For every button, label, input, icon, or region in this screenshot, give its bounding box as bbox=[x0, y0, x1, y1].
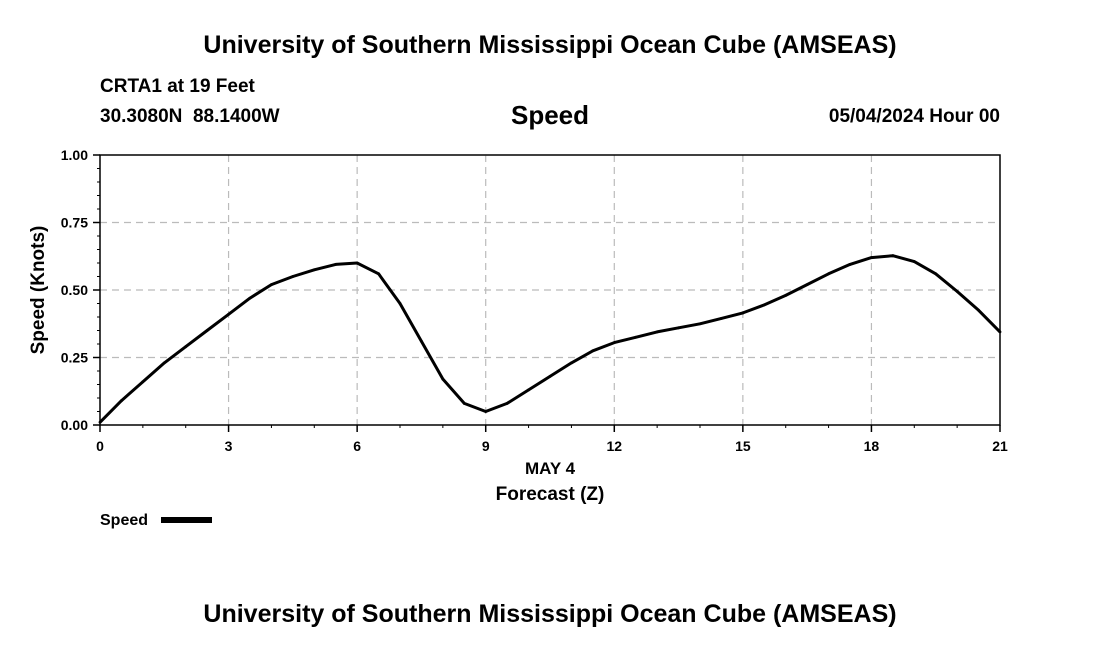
speed-point bbox=[270, 283, 273, 286]
speed-point bbox=[98, 420, 102, 424]
speed-point bbox=[377, 272, 380, 276]
x-tick-label: 3 bbox=[225, 438, 233, 454]
speed-point bbox=[677, 326, 680, 330]
x-axis-label: Forecast (Z) bbox=[496, 484, 605, 505]
speed-point bbox=[762, 303, 766, 307]
x-axis-date-label: MAY 4 bbox=[525, 459, 576, 478]
speed-point bbox=[484, 410, 488, 413]
speed-point bbox=[184, 345, 188, 349]
x-tick-label: 18 bbox=[864, 438, 880, 454]
speed-point bbox=[462, 402, 466, 405]
y-tick-label: 0.75 bbox=[61, 215, 88, 231]
speed-point bbox=[891, 254, 895, 258]
speed-point bbox=[912, 260, 916, 264]
footer-title: University of Southern Mississippi Ocean… bbox=[203, 600, 897, 628]
date-label: 05/04/2024 Hour 00 bbox=[828, 106, 1000, 127]
speed-point bbox=[527, 388, 530, 392]
speed-point bbox=[698, 322, 702, 326]
speed-point bbox=[248, 296, 252, 300]
speed-point bbox=[205, 329, 209, 332]
y-tick-label: 0.50 bbox=[61, 282, 88, 298]
speed-point bbox=[227, 312, 230, 316]
speed-point bbox=[420, 339, 423, 343]
plot-frame bbox=[99, 154, 1001, 426]
speed-point bbox=[591, 349, 595, 353]
x-tick-label: 6 bbox=[353, 438, 361, 454]
speed-point bbox=[827, 272, 830, 276]
speed-series-line bbox=[98, 254, 1002, 424]
speed-point bbox=[612, 341, 616, 345]
speed-point bbox=[655, 330, 659, 334]
station-label: CRTA1 at 19 Feet bbox=[100, 76, 255, 97]
legend: Speed bbox=[100, 512, 212, 529]
speed-point bbox=[120, 399, 123, 403]
speed-point bbox=[998, 330, 1002, 334]
speed-point bbox=[334, 262, 338, 266]
chart-title: Speed bbox=[510, 100, 590, 130]
x-tick-label: 15 bbox=[735, 438, 751, 454]
x-tick-label: 12 bbox=[606, 438, 622, 454]
speed-point bbox=[291, 275, 295, 278]
speed-point bbox=[934, 272, 938, 276]
speed-point bbox=[805, 283, 809, 286]
x-tick-label: 9 bbox=[482, 438, 490, 454]
speed-point bbox=[312, 268, 316, 272]
y-tick-label: 1.00 bbox=[61, 147, 88, 163]
speed-point bbox=[848, 262, 852, 266]
y-tick-label: 0.00 bbox=[61, 417, 88, 433]
speed-points bbox=[98, 254, 1002, 424]
legend-label: Speed bbox=[100, 512, 148, 529]
speed-point bbox=[162, 361, 166, 365]
legend-swatch bbox=[161, 517, 212, 523]
speed-point bbox=[870, 256, 873, 259]
speed-point bbox=[784, 294, 788, 297]
speed-point bbox=[977, 308, 980, 312]
speed-point bbox=[355, 261, 359, 265]
speed-point bbox=[634, 335, 638, 339]
grid bbox=[100, 155, 1000, 425]
speed-point bbox=[548, 375, 552, 378]
page-title: University of Southern Mississippi Ocean… bbox=[203, 31, 897, 59]
speed-point bbox=[505, 402, 509, 405]
speed-point bbox=[570, 361, 573, 365]
speed-point bbox=[741, 311, 745, 315]
speed-point bbox=[720, 316, 723, 320]
tick-labels: 0 3 6 9 12 15 18 21 0.00 0.25 0.50 0.75 1.00 bbox=[61, 147, 1008, 454]
speed-point bbox=[441, 377, 445, 381]
speed-point bbox=[141, 380, 145, 384]
speed-point bbox=[398, 302, 402, 305]
coordinates-label: 30.3080N 88.1400W bbox=[100, 106, 280, 127]
y-tick-label: 0.25 bbox=[61, 350, 88, 366]
x-tick-label: 21 bbox=[992, 438, 1008, 454]
speed-point bbox=[955, 289, 959, 293]
x-tick-label: 0 bbox=[96, 438, 104, 454]
y-axis-label: Speed (Knots) bbox=[28, 226, 49, 355]
